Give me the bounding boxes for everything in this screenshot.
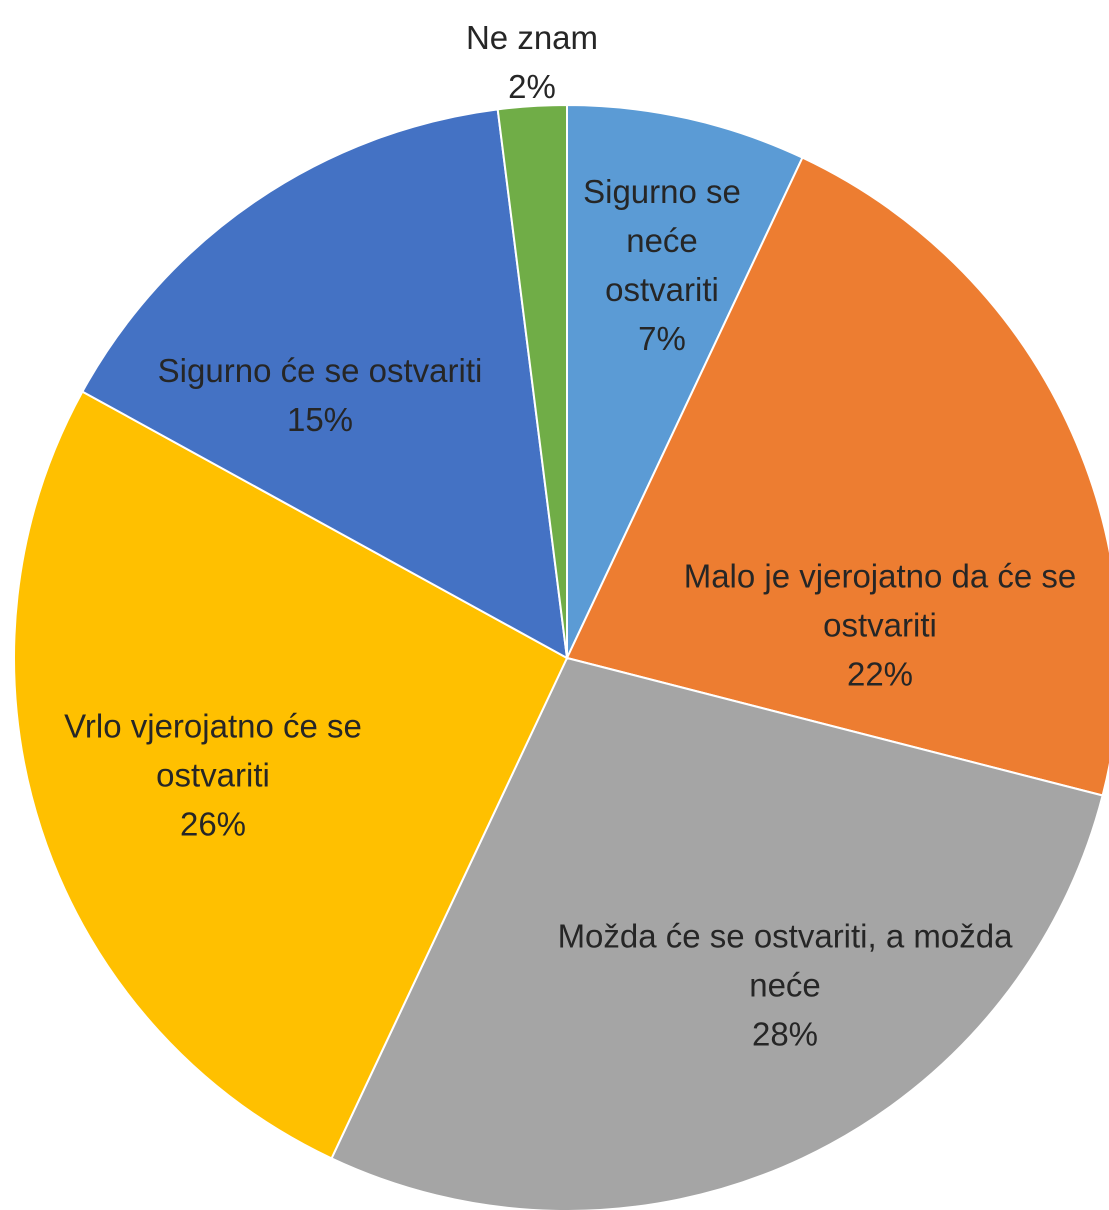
data-label: Ne znam 2% (422, 13, 642, 111)
data-label: Sigurno se neće ostvariti 7% (567, 167, 757, 363)
slice (565, 156, 1109, 797)
slice (566, 103, 804, 659)
category-label: Možda će se ostvariti, a možda neće (557, 917, 1013, 1004)
slice (496, 103, 568, 659)
category-label: Malo je vjerojatno da će se ostvariti (683, 557, 1077, 644)
data-label: Vrlo vjerojatno će se ostvariti 26% (23, 702, 403, 849)
value-label: 2% (508, 68, 556, 105)
slice (81, 108, 569, 660)
data-label: Malo je vjerojatno da će se ostvariti 22% (650, 552, 1109, 699)
data-label: Možda će se ostvariti, a možda neće 28% (555, 912, 1015, 1059)
value-label: 28% (751, 1015, 819, 1053)
category-label: Ne znam (465, 19, 599, 56)
category-label: Vrlo vjerojatno će se ostvariti (64, 707, 362, 794)
value-label: 7% (638, 320, 686, 357)
category-label: Sigurno će se ostvariti (157, 352, 483, 389)
value-label: 26% (179, 805, 247, 843)
data-label: Sigurno će se ostvariti 15% (110, 346, 530, 444)
slice (330, 656, 1104, 1210)
slice (13, 390, 569, 1160)
value-label: 22% (846, 655, 914, 693)
value-label: 15% (286, 401, 354, 438)
category-label: Sigurno se neće ostvariti (583, 173, 741, 308)
